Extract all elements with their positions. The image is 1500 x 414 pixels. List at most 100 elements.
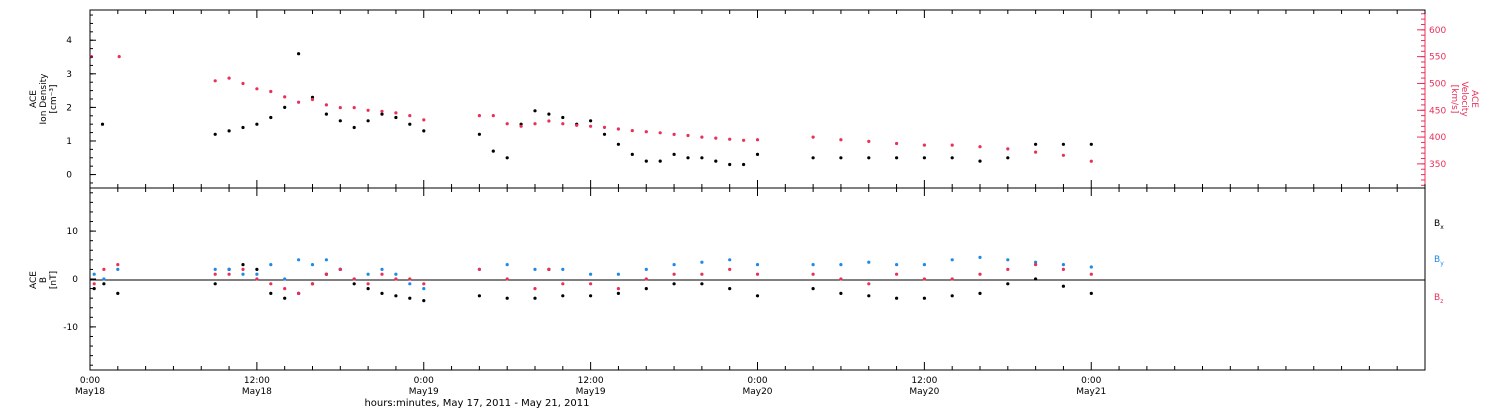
- bx-point: [644, 287, 648, 291]
- velocity-segment-2: [477, 114, 760, 142]
- y-axis-label-line: [nT]: [49, 271, 59, 289]
- velocity-point: [589, 124, 593, 128]
- velocity-point: [394, 111, 398, 115]
- by-point: [269, 263, 273, 267]
- y2-axis-label-line: ACE: [1469, 90, 1479, 108]
- density-point: [310, 95, 315, 99]
- bx-point: [533, 296, 537, 300]
- bz-point: [644, 277, 648, 281]
- velocity-point: [547, 119, 551, 123]
- density-point: [547, 112, 551, 116]
- density-point: [1089, 142, 1093, 146]
- bx-point: [589, 294, 593, 298]
- top-left-axis: 0 1 2 3 4 ACEIon Density[cm⁻³]: [29, 14, 96, 184]
- bz-point: [672, 272, 676, 276]
- by-segment-1: [213, 258, 426, 291]
- by-segment-3: [811, 255, 1093, 269]
- bx-point: [1089, 291, 1093, 295]
- velocity-point: [241, 81, 245, 86]
- density-point: [895, 156, 899, 160]
- y2-tick-label: 500: [1429, 79, 1446, 89]
- bz-point: [1034, 263, 1038, 267]
- density-point: [644, 159, 648, 163]
- density-point: [338, 119, 342, 123]
- density-point: [561, 115, 565, 120]
- density-point: [213, 132, 217, 136]
- bz-point: [978, 272, 982, 276]
- bz-point: [589, 282, 593, 286]
- velocity-point: [310, 97, 315, 102]
- bz-point: [283, 287, 287, 291]
- density-point: [728, 162, 732, 167]
- bottom-panel-frame: [89, 187, 1426, 371]
- bx-point: [92, 287, 96, 291]
- density-point: [616, 142, 621, 146]
- y-tick-label: 0: [72, 275, 78, 285]
- x-axis-label: hours:minutes, May 17, 2011 - May 21, 20…: [364, 398, 589, 409]
- bz-point: [255, 277, 259, 281]
- by-point: [92, 272, 96, 276]
- bz-point: [700, 272, 704, 276]
- velocity-point: [714, 136, 718, 140]
- density-point: [1034, 142, 1038, 146]
- by-point: [297, 258, 301, 262]
- y-axis-label: ACEB[nT]: [29, 271, 59, 289]
- velocity-point: [658, 131, 662, 135]
- by-point: [839, 263, 843, 267]
- density-point: [297, 52, 301, 56]
- velocity-point: [672, 132, 676, 136]
- bx-point: [728, 287, 732, 291]
- bz-point: [811, 272, 815, 276]
- by-point: [380, 267, 384, 271]
- bx-point: [978, 291, 982, 295]
- bx-point: [380, 291, 384, 295]
- legend-base: B: [1434, 219, 1440, 229]
- by-point: [324, 258, 328, 262]
- velocity-point: [742, 138, 746, 142]
- density-point: [380, 112, 384, 116]
- by-point: [366, 272, 370, 276]
- density-point: [811, 156, 815, 160]
- bz-point: [366, 282, 370, 286]
- density-point: [491, 149, 495, 153]
- bx-point: [561, 294, 565, 298]
- by-point: [213, 267, 217, 271]
- top-x-ticks: [89, 10, 1426, 188]
- y-axis-label-line: ACE: [29, 271, 39, 289]
- bz-point: [227, 272, 231, 276]
- velocity-point: [352, 106, 356, 110]
- bz-point: [213, 272, 217, 276]
- bz-point: [269, 282, 273, 286]
- by-point: [505, 263, 509, 267]
- bz-point: [324, 272, 328, 276]
- y2-tick-label: 550: [1429, 53, 1446, 63]
- velocity-segment-0: [89, 55, 121, 59]
- y-tick-label: -10: [63, 323, 78, 333]
- density-point: [255, 122, 259, 126]
- velocity-point: [700, 135, 704, 139]
- by-point: [950, 258, 954, 262]
- bx-point: [950, 294, 954, 298]
- density-point: [100, 122, 105, 126]
- density-point: [658, 159, 662, 163]
- x-tick-label-date: May19: [576, 387, 606, 397]
- by-point: [241, 272, 245, 276]
- velocity-point: [255, 87, 259, 91]
- by-point: [922, 263, 927, 267]
- velocity-point: [602, 125, 607, 129]
- by-point: [755, 263, 760, 267]
- bottom-left-axis: -10 0 10 ACEB[nT]: [29, 192, 96, 366]
- y2-tick-label: 600: [1429, 26, 1446, 36]
- y-tick-label: 4: [66, 36, 72, 46]
- y-tick-label: 3: [66, 70, 72, 80]
- by-point: [422, 287, 426, 291]
- bx-point: [269, 291, 273, 295]
- legend-bx: Bx: [1434, 219, 1444, 231]
- velocity-point: [867, 139, 871, 143]
- bz-point: [922, 277, 927, 281]
- by-point: [1061, 263, 1065, 267]
- velocity-point: [755, 138, 760, 142]
- velocity-point: [422, 118, 426, 122]
- by-point: [644, 267, 648, 271]
